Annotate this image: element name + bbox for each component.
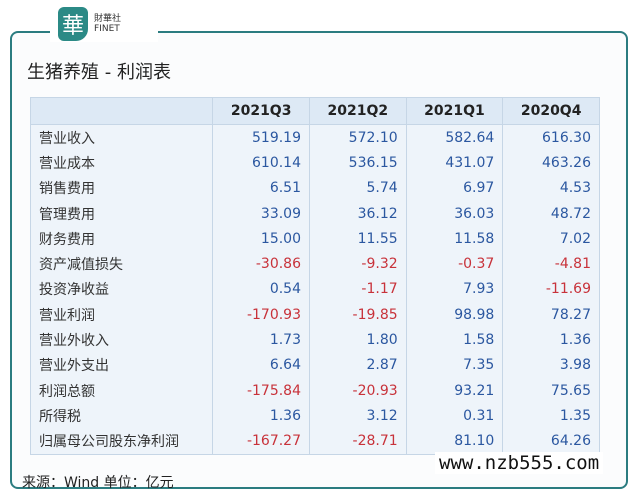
value-cell: 11.58 [405,226,504,252]
value-cell: -20.93 [309,377,407,404]
value-cell: 2.87 [309,352,407,378]
value-cell: 616.30 [502,124,600,151]
value-cell: 519.19 [212,124,310,151]
value-cell: 1.80 [309,327,407,353]
table-row: 营业收入 519.19 572.10 582.64 616.30 [29,124,600,151]
logo-text: 財華社 FINET [94,14,121,34]
value-cell: 610.14 [212,150,310,176]
row-label: 利润总额 [29,377,214,404]
value-cell: 11.55 [309,226,407,252]
column-header: 2020Q4 [502,97,600,125]
value-cell: 0.54 [212,276,310,303]
value-cell: 1.35 [502,403,600,429]
value-cell: 64.26 [502,428,600,455]
value-cell: 81.10 [405,428,504,455]
source-note: 来源：Wind 单位：亿元 [22,475,174,491]
table-row: 利润总额 -175.84 -20.93 93.21 75.65 [29,377,600,404]
header-label-corner [29,97,214,125]
row-label: 营业利润 [29,302,214,328]
value-cell: 98.98 [405,302,504,328]
table-row: 归属母公司股东净利润 -167.27 -28.71 81.10 64.26 [29,428,600,455]
table-row: 销售费用 6.51 5.74 6.97 4.53 [29,175,600,201]
logo-name-en: FINET [94,24,120,34]
row-label: 管理费用 [29,200,214,227]
table-row: 营业外收入 1.73 1.80 1.58 1.36 [29,327,600,353]
value-cell: -175.84 [212,377,310,404]
value-cell: 572.10 [309,124,407,151]
value-cell: 4.53 [502,175,600,201]
value-cell: 463.26 [502,150,600,176]
row-label: 投资净收益 [29,276,214,303]
value-cell: -9.32 [309,251,407,277]
value-cell: -0.37 [405,251,504,277]
row-label: 资产减值损失 [29,251,214,277]
value-cell: 1.36 [502,327,600,353]
row-label: 营业成本 [29,150,214,176]
table-row: 所得税 1.36 3.12 0.31 1.35 [29,403,600,429]
value-cell: 1.36 [212,403,310,429]
value-cell: -30.86 [212,251,310,277]
row-label: 销售费用 [29,175,214,201]
page-title: 生猪养殖 - 利润表 [27,62,171,83]
value-cell: 5.74 [309,175,407,201]
table-row: 营业利润 -170.93 -19.85 98.98 78.27 [29,302,600,328]
value-cell: -1.17 [309,276,407,303]
table-row: 财务费用 15.00 11.55 11.58 7.02 [29,226,600,252]
value-cell: 582.64 [405,124,504,151]
row-label: 归属母公司股东净利润 [29,428,214,455]
value-cell: 7.35 [405,352,504,378]
value-cell: 7.93 [405,276,504,303]
value-cell: -11.69 [502,276,600,303]
value-cell: 3.12 [309,403,407,429]
value-cell: 15.00 [212,226,310,252]
table-row: 管理费用 33.09 36.12 36.03 48.72 [29,200,600,227]
row-label: 营业外收入 [29,327,214,353]
value-cell: 6.97 [405,175,504,201]
value-cell: 48.72 [502,200,600,227]
row-label: 营业外支出 [29,352,214,378]
value-cell: 6.64 [212,352,310,378]
value-cell: 3.98 [502,352,600,378]
value-cell: -19.85 [309,302,407,328]
value-cell: -170.93 [212,302,310,328]
table-row: 投资净收益 0.54 -1.17 7.93 -11.69 [29,276,600,303]
value-cell: 431.07 [405,150,504,176]
logo-name-cn: 財華社 [94,14,122,24]
table-row: 营业成本 610.14 536.15 431.07 463.26 [29,150,600,176]
value-cell: 33.09 [212,200,310,227]
value-cell: 7.02 [502,226,600,252]
row-label: 营业收入 [29,124,214,151]
table-row: 营业外支出 6.64 2.87 7.35 3.98 [29,352,600,378]
value-cell: 93.21 [405,377,504,404]
income-statement-table: 2021Q3 2021Q2 2021Q1 2020Q4 营业收入 519.19 572.1… [29,97,600,455]
value-cell: -167.27 [212,428,310,455]
row-label: 财务费用 [29,226,214,252]
watermark: www.nzb555.com [435,452,604,474]
value-cell: 0.31 [405,403,504,429]
value-cell: 36.12 [309,200,407,227]
value-cell: 1.58 [405,327,504,353]
value-cell: 6.51 [212,175,310,201]
column-header: 2021Q3 [212,97,310,125]
column-header: 2021Q1 [405,97,504,125]
value-cell: 1.73 [212,327,310,353]
table-header: 2021Q3 2021Q2 2021Q1 2020Q4 [29,97,600,125]
value-cell: -28.71 [309,428,407,455]
column-header: 2021Q2 [309,97,407,125]
value-cell: 78.27 [502,302,600,328]
row-label: 所得税 [29,403,214,429]
logo-mark: 華 [58,7,88,41]
value-cell: 36.03 [405,200,504,227]
value-cell: 75.65 [502,377,600,404]
table-row: 资产减值损失 -30.86 -9.32 -0.37 -4.81 [29,251,600,277]
value-cell: -4.81 [502,251,600,277]
finet-logo: 華 財華社 FINET [50,6,158,42]
value-cell: 536.15 [309,150,407,176]
